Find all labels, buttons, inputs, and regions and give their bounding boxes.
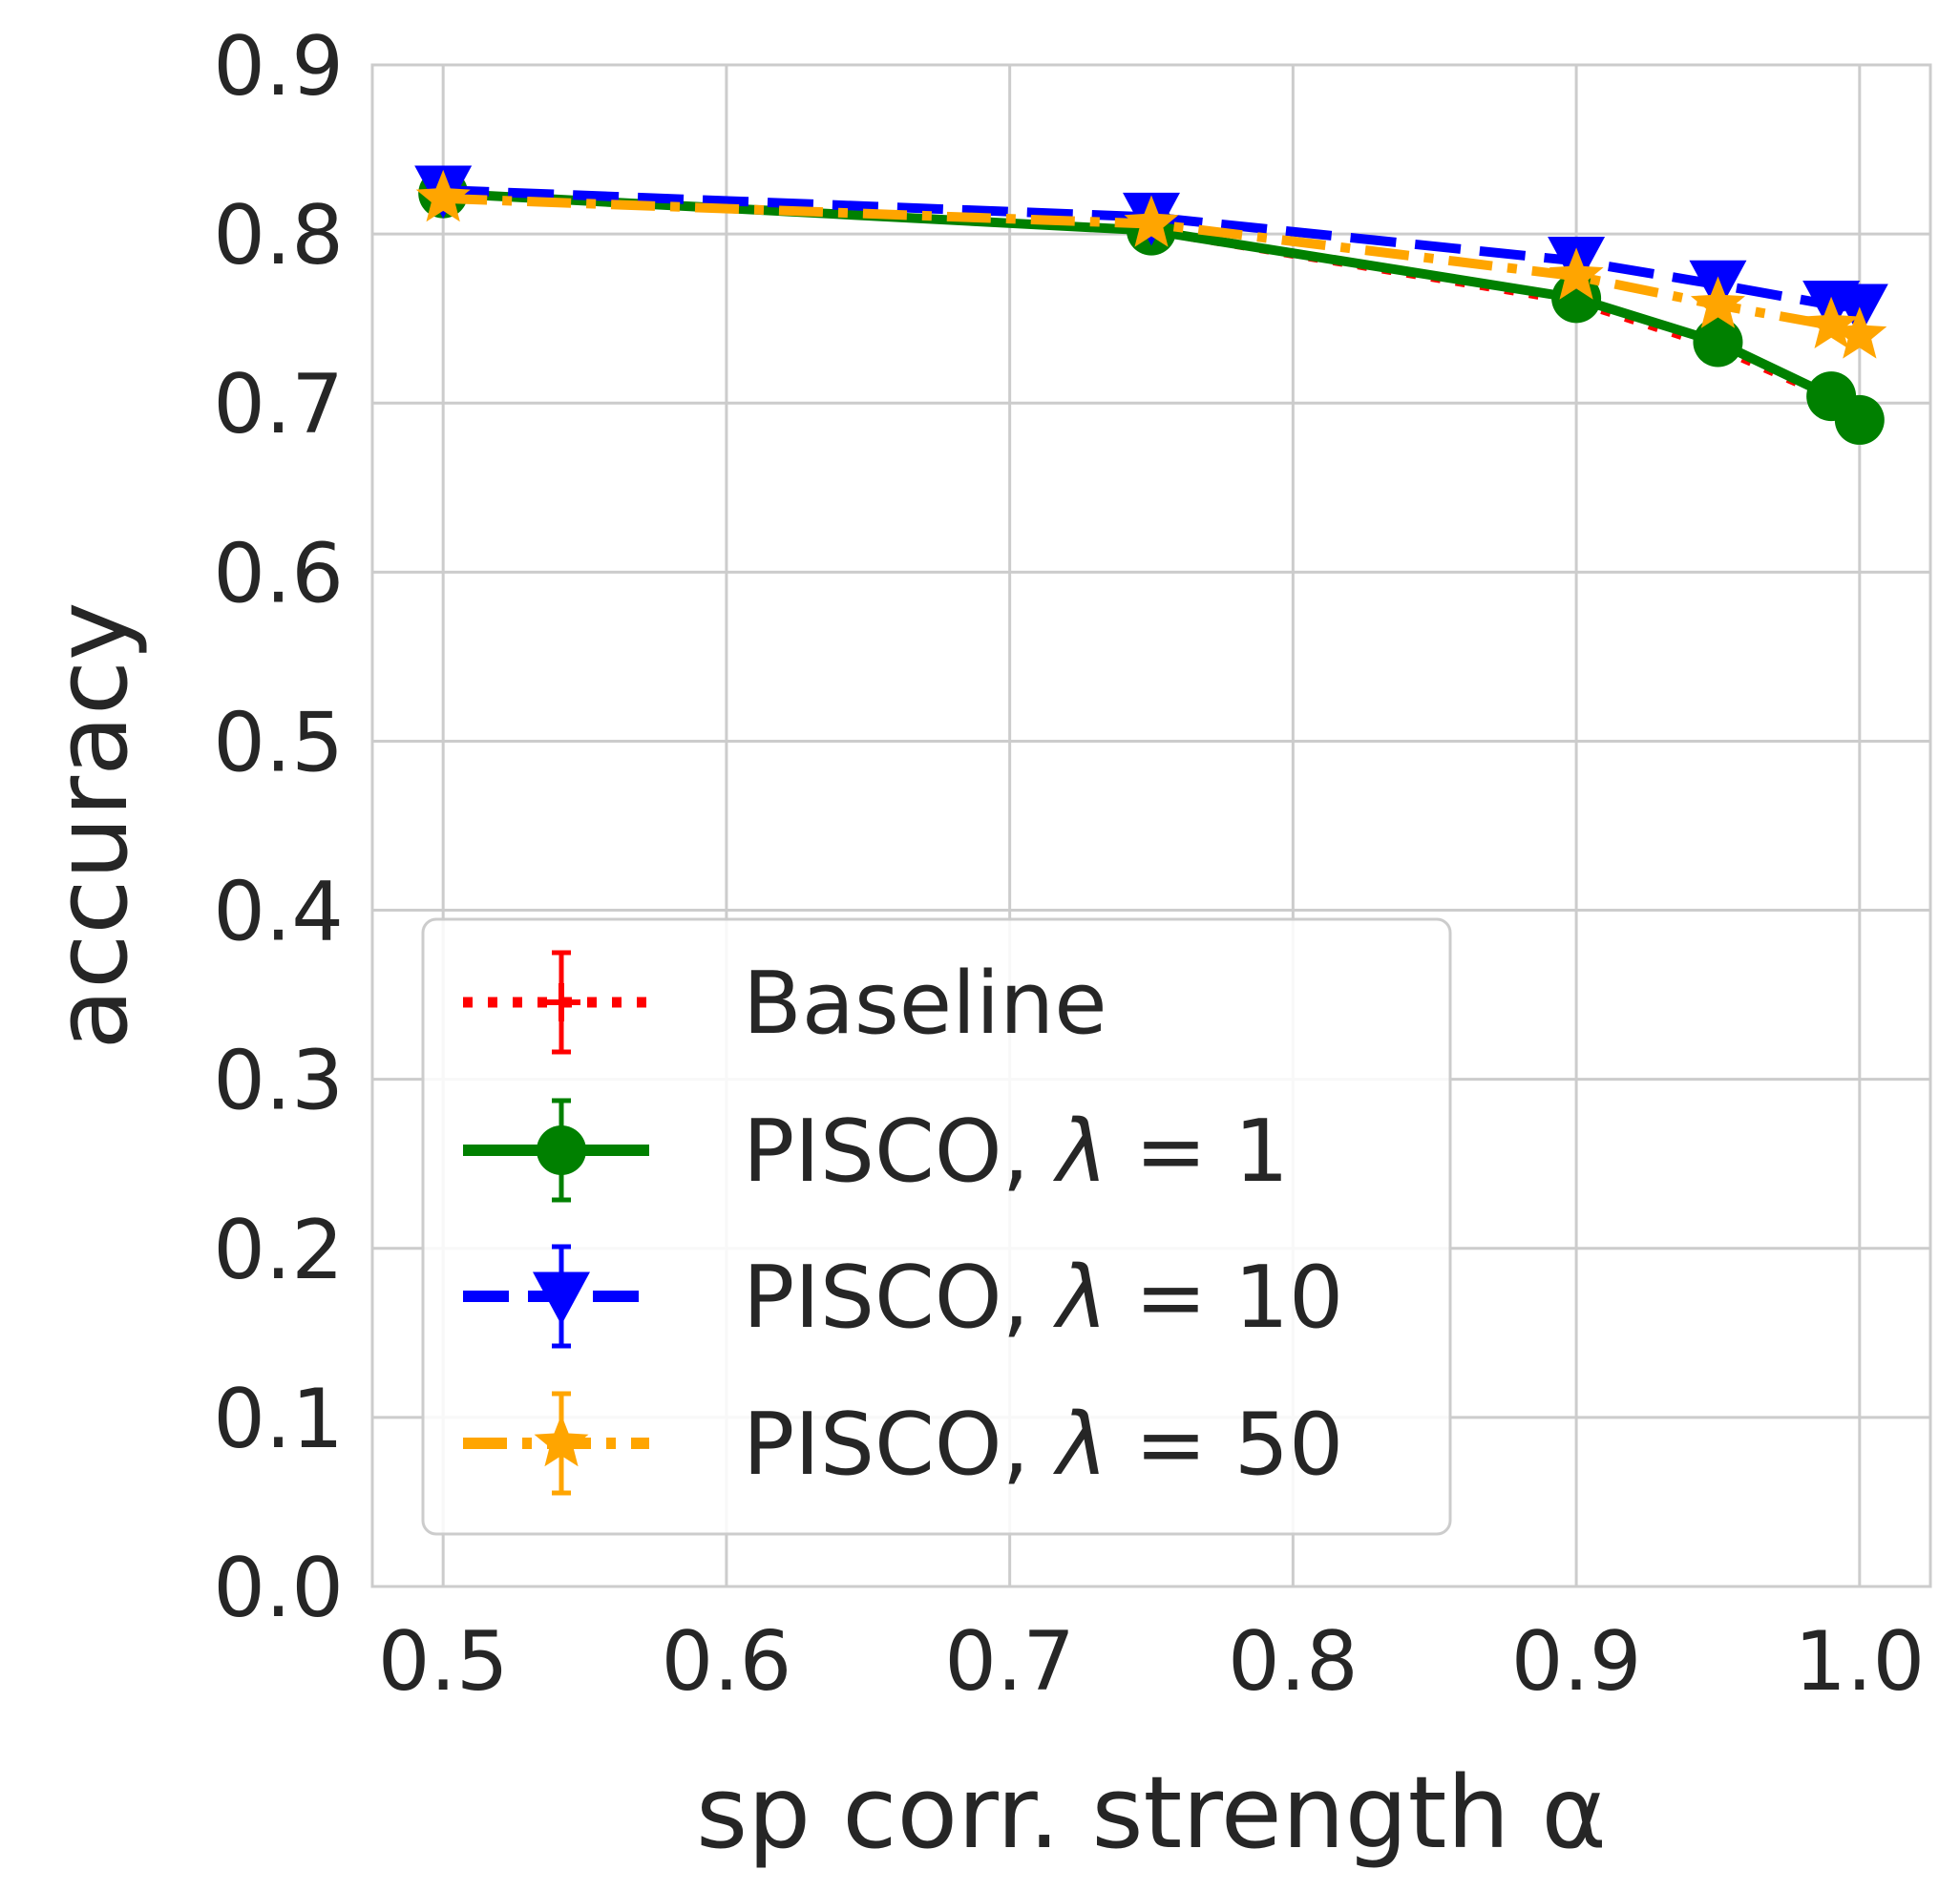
x-tick-label: 1.0 (1794, 1614, 1925, 1710)
x-tick-label: 0.7 (944, 1614, 1075, 1710)
y-tick-label: 0.9 (213, 19, 344, 115)
y-tick-label: 0.5 (213, 695, 344, 790)
legend-label-prefix: PISCO, (743, 1395, 1057, 1495)
legend-label: Baseline (743, 954, 1107, 1054)
legend-item: PISCO, λ = 1 (463, 1098, 1289, 1203)
legend-label-prefix: PISCO, (743, 1102, 1057, 1202)
y-tick-label: 0.6 (213, 526, 344, 621)
data-point (1693, 317, 1743, 368)
y-tick-label: 0.3 (213, 1034, 344, 1129)
legend-label: PISCO, λ = 50 (743, 1395, 1343, 1495)
legend-marker (534, 1415, 589, 1467)
data-point (1124, 195, 1179, 247)
x-tick-label: 0.8 (1228, 1614, 1359, 1710)
series-line (443, 193, 1862, 341)
legend-lambda-symbol: λ (1053, 1248, 1107, 1348)
data-point (1832, 306, 1887, 359)
y-tick-label: 0.2 (213, 1203, 344, 1298)
legend-label-prefix: Baseline (743, 954, 1107, 1054)
y-tick-label: 0.1 (213, 1372, 344, 1467)
legend-item: Baseline (463, 950, 1107, 1055)
legend-label-prefix: PISCO, (743, 1248, 1057, 1348)
data-point (1834, 394, 1885, 445)
legend-marker (542, 983, 580, 1021)
legend-label-value: = 50 (1107, 1395, 1343, 1495)
legend-marker (533, 1271, 590, 1325)
y-tick-label: 0.8 (213, 188, 344, 284)
y-axis-title: accuracy (33, 601, 150, 1049)
legend-lambda-symbol: λ (1053, 1102, 1107, 1202)
y-tick-label: 0.4 (213, 865, 344, 960)
x-axis-title-text: sp corr. strength α (696, 1754, 1607, 1871)
legend-item: PISCO, λ = 10 (463, 1244, 1343, 1349)
legend-box (421, 917, 1452, 1536)
y-tick-label: 0.7 (213, 357, 344, 452)
data-point (1803, 296, 1859, 348)
legend-item: PISCO, λ = 50 (463, 1391, 1343, 1496)
x-tick-label: 0.6 (662, 1614, 792, 1710)
y-tick-labels: 0.0 0.1 0.2 0.3 0.4 0.5 0.6 0.7 0.8 0.9 (213, 19, 344, 1636)
series-3 (415, 169, 1887, 359)
legend-lambda-symbol: λ (1053, 1395, 1107, 1495)
data-point (1690, 276, 1745, 328)
legend-label-value: = 1 (1107, 1102, 1289, 1202)
x-tick-label: 0.5 (378, 1614, 509, 1710)
legend-label: PISCO, λ = 1 (743, 1102, 1289, 1202)
legend-label-value: = 10 (1107, 1248, 1343, 1348)
data-point (1549, 247, 1604, 300)
x-axis-title: sp corr. strength α (696, 1754, 1607, 1871)
x-tick-labels: 0.5 0.6 0.7 0.8 0.9 1.0 (378, 1614, 1925, 1710)
plot-frame (370, 63, 1932, 1588)
series-layer (414, 165, 1888, 445)
legend-label: PISCO, λ = 10 (743, 1248, 1343, 1348)
data-point (415, 169, 471, 222)
y-tick-label: 0.0 (213, 1541, 344, 1636)
x-tick-label: 0.9 (1511, 1614, 1642, 1710)
legend-marker (537, 1125, 586, 1175)
